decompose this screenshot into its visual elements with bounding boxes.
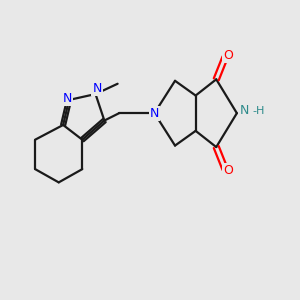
Text: O: O bbox=[223, 164, 233, 177]
Text: -H: -H bbox=[252, 106, 265, 116]
Text: N: N bbox=[63, 92, 72, 105]
Text: N: N bbox=[150, 107, 159, 120]
Text: N: N bbox=[92, 82, 102, 95]
Text: N: N bbox=[240, 104, 249, 117]
Text: O: O bbox=[223, 49, 233, 62]
